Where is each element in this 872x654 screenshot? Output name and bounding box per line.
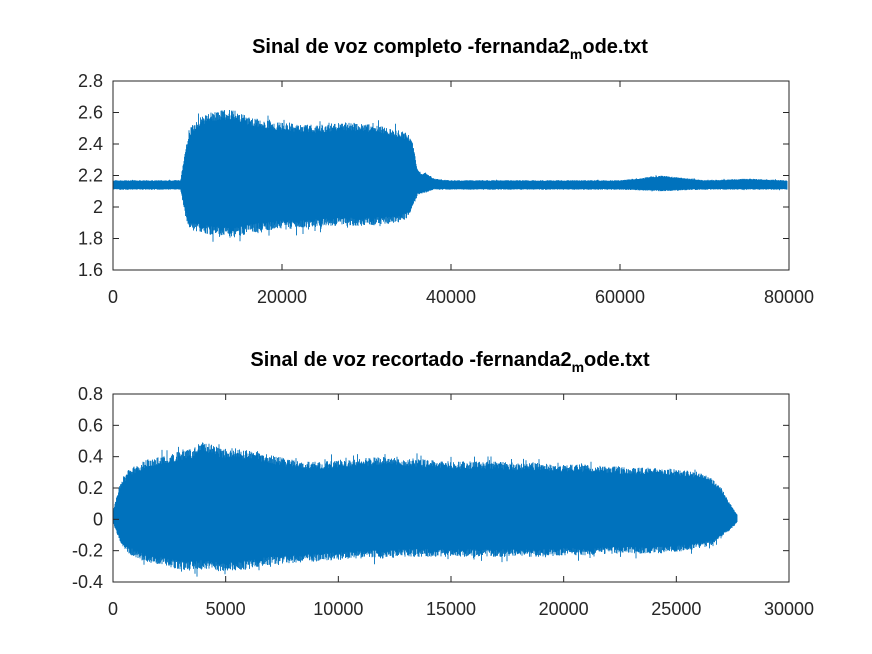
y-tick-label: 2.2	[78, 166, 103, 186]
title-suffix: ode.txt	[584, 349, 650, 371]
x-tick-label: 10000	[313, 599, 363, 619]
x-tick-label: 0	[108, 287, 118, 307]
x-tick-label: 20000	[257, 287, 307, 307]
x-tick-label: 5000	[206, 599, 246, 619]
y-tick-label: 0.4	[78, 447, 103, 467]
y-tick-label: 2	[93, 197, 103, 217]
x-tick-label: 15000	[426, 599, 476, 619]
plot-title: Sinal de voz completo -fernanda2mode.txt	[252, 36, 648, 62]
y-tick-label: 2.4	[78, 134, 103, 154]
x-tick-label: 80000	[764, 287, 814, 307]
y-tick-label: -0.2	[72, 541, 103, 561]
x-tick-label: 40000	[426, 287, 476, 307]
plot-trimmed-signal: Sinal de voz recortado -fernanda2mode.tx…	[72, 349, 814, 619]
y-tick-label: 2.8	[78, 71, 103, 91]
y-tick-label: -0.4	[72, 572, 103, 592]
y-tick-label: 0.8	[78, 384, 103, 404]
axis-ticks: 0 20000 40000 60000 80000 1.6 1.8 2 2.2 2.4 2.6 2.8	[78, 71, 814, 307]
plot-title: Sinal de voz recortado -fernanda2mode.tx…	[250, 349, 650, 375]
y-tick-label: 1.8	[78, 229, 103, 249]
title-prefix: Sinal de voz recortado -fernanda2	[250, 349, 571, 371]
x-tick-label: 25000	[651, 599, 701, 619]
plot-complete-signal: Sinal de voz completo -fernanda2mode.txt…	[78, 36, 814, 307]
y-tick-label: 2.6	[78, 103, 103, 123]
title-subscript: m	[572, 359, 584, 375]
y-tick-label: 0.2	[78, 478, 103, 498]
y-tick-label: 0	[93, 509, 103, 529]
axis-ticks: 0 5000 10000 15000 20000 25000 30000 -0.4 -0.2 0 0…	[72, 384, 814, 619]
title-suffix: ode.txt	[582, 36, 648, 58]
x-tick-label: 30000	[764, 599, 814, 619]
x-tick-label: 60000	[595, 287, 645, 307]
title-subscript: m	[570, 46, 582, 62]
x-tick-label: 0	[108, 599, 118, 619]
y-tick-label: 0.6	[78, 415, 103, 435]
title-prefix: Sinal de voz completo -fernanda2	[252, 36, 570, 58]
x-tick-label: 20000	[539, 599, 589, 619]
y-tick-label: 1.6	[78, 260, 103, 280]
